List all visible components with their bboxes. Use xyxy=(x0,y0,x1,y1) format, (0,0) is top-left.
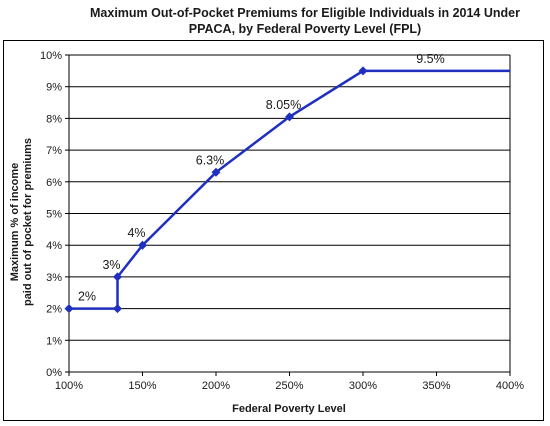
series xyxy=(64,66,510,314)
y-tick-label: 1% xyxy=(46,335,62,347)
x-tick-label: 150% xyxy=(128,380,156,392)
data-labels: 2% 3% 4% 6.3% 8.05% 9.5% xyxy=(78,52,445,304)
chart-title-line1: Maximum Out-of-Pocket Premiums for Eligi… xyxy=(90,6,520,20)
x-tick-label: 100% xyxy=(55,380,83,392)
y-tick-label: 3% xyxy=(46,272,62,284)
data-point-marker xyxy=(113,304,123,314)
y-axis-label-line1: Maximum % of income xyxy=(9,163,21,282)
data-point-marker xyxy=(211,167,221,177)
gridlines xyxy=(69,54,510,341)
y-tick-label: 10% xyxy=(40,50,62,62)
data-label: 4% xyxy=(127,226,145,240)
y-tick-label: 4% xyxy=(46,240,62,252)
y-tick-label: 5% xyxy=(46,209,62,221)
data-label: 3% xyxy=(102,258,120,272)
data-point-marker xyxy=(138,240,147,250)
data-point-marker xyxy=(113,272,123,282)
y-tick-label: 8% xyxy=(46,113,62,125)
series-line xyxy=(69,69,510,310)
x-axis-label: Federal Poverty Level xyxy=(232,403,346,415)
x-tick-label: 200% xyxy=(202,380,230,392)
x-tick-label: 300% xyxy=(349,380,377,392)
chart-title-line2: PPACA, by Federal Poverty Level (FPL) xyxy=(188,22,422,36)
data-point-marker xyxy=(64,304,74,314)
y-tick-label: 7% xyxy=(46,145,62,157)
chart-frame xyxy=(3,40,544,421)
x-tick-label: 350% xyxy=(422,380,450,392)
y-tick-label: 6% xyxy=(46,177,62,189)
y-tick-label: 0% xyxy=(46,367,62,379)
data-point-marker xyxy=(358,66,368,76)
y-tick-label: 2% xyxy=(46,304,62,316)
x-tick-label: 400% xyxy=(496,380,524,392)
axes: 0% 1% 2% 3% 4% 5% 6% 7% 8% 9% 10% 100% 150% 200% 250% 3… xyxy=(40,50,524,392)
data-label: 8.05% xyxy=(266,98,301,112)
data-label: 9.5% xyxy=(416,52,445,66)
y-tick-label: 9% xyxy=(46,82,62,94)
data-label: 6.3% xyxy=(196,153,225,167)
y-axis-label-line2: paid out of pocket for premiums xyxy=(22,138,34,306)
data-label: 2% xyxy=(78,290,96,304)
x-tick-label: 250% xyxy=(275,380,303,392)
data-point-marker xyxy=(285,112,294,122)
